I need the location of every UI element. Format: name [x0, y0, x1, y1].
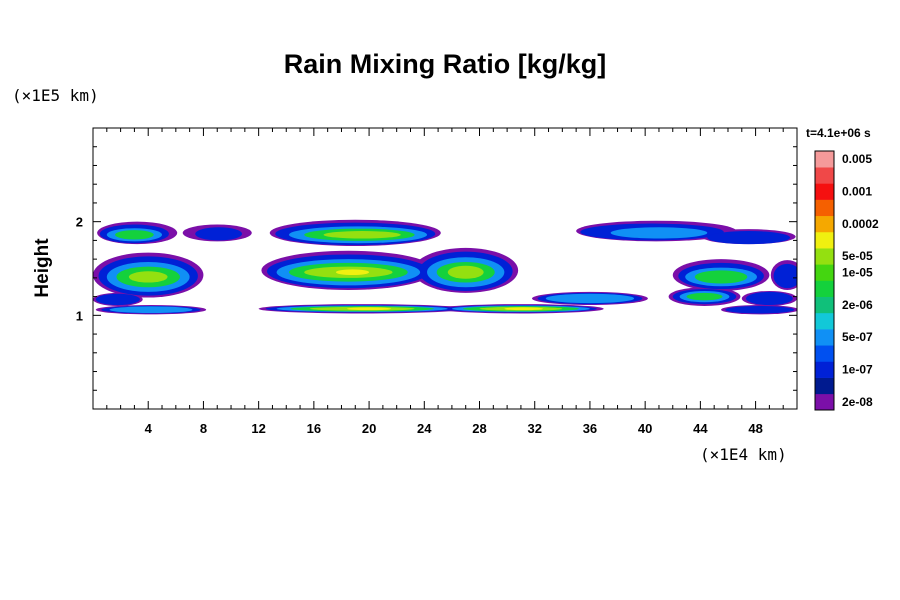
colorbar-segment — [815, 280, 834, 297]
field-contour-level-10 — [504, 307, 544, 311]
x-tick-label: 28 — [472, 421, 486, 436]
colorbar-label: 1e-07 — [842, 363, 873, 377]
y-unit-label: (×1E5 km) — [12, 86, 99, 105]
field-contour-level-4 — [109, 306, 193, 313]
colorbar-segment — [815, 329, 834, 346]
colorbar-segment — [815, 231, 834, 249]
colorbar-segment — [815, 393, 834, 411]
x-tick-label: 48 — [748, 421, 762, 436]
field-contour-level-9 — [323, 231, 401, 239]
colorbar-label: 0.001 — [842, 184, 872, 198]
colorbar-segment — [815, 183, 834, 200]
colorbar-segment — [815, 296, 834, 314]
field-contour-level-2 — [95, 293, 140, 306]
colorbar-label: 5e-05 — [842, 249, 873, 263]
colorbar-label: 0.0002 — [842, 217, 879, 231]
chart-title: Rain Mixing Ratio [kg/kg] — [284, 49, 607, 79]
colorbar-segment — [815, 248, 834, 265]
field-contour-level-9 — [447, 265, 484, 279]
field-contour-level-7 — [694, 270, 748, 284]
field-contour-level-2 — [725, 305, 795, 314]
time-label: t=4.1e+06 s — [806, 126, 871, 140]
field-contour-level-2 — [195, 227, 243, 241]
colorbar-segment — [815, 361, 834, 378]
x-tick-label: 20 — [362, 421, 376, 436]
y-tick-label: 2 — [76, 215, 83, 230]
x-tick-label: 8 — [200, 421, 207, 436]
field-contour-level-7 — [686, 292, 723, 301]
x-tick-label: 36 — [583, 421, 597, 436]
x-tick-label: 24 — [417, 421, 432, 436]
colorbar-label: 5e-07 — [842, 330, 873, 344]
colorbar: 2e-08 1e-07 5e-07 2e-06 1e-05 5e-05 0.0002 0.00… — [814, 150, 879, 411]
field-contour-level-2 — [745, 291, 793, 306]
rain-field — [93, 219, 797, 315]
y-axis-label: Height — [32, 238, 53, 298]
colorbar-label: 0.005 — [842, 152, 872, 166]
colorbar-frame — [814, 150, 835, 411]
field-contour-level-4 — [545, 293, 635, 304]
x-tick-label: 12 — [251, 421, 265, 436]
y-tick-label: 1 — [76, 308, 83, 323]
field-contour-level-4 — [610, 227, 708, 239]
x-tick-label: 16 — [307, 421, 321, 436]
colorbar-segment — [815, 312, 834, 330]
field-contour-level-10 — [346, 307, 392, 311]
x-tick-label: 44 — [693, 421, 708, 436]
colorbar-label: 2e-08 — [842, 395, 873, 409]
field-contour-level-10 — [335, 269, 370, 276]
x-tick-label: 4 — [145, 421, 153, 436]
colorbar-segment — [815, 264, 834, 281]
colorbar-segment — [815, 377, 834, 395]
x-unit-label: (×1E4 km) — [700, 445, 787, 464]
plot-frame — [92, 127, 798, 410]
colorbar-segment — [815, 151, 834, 168]
colorbar-segment — [815, 199, 834, 217]
colorbar-segment — [815, 215, 834, 233]
field-contour-level-7 — [115, 230, 154, 240]
colorbar-segment — [815, 345, 834, 362]
field-contour-level-2 — [773, 263, 797, 289]
x-tick-label: 40 — [638, 421, 652, 436]
x-tick-label: 32 — [527, 421, 541, 436]
colorbar-segment — [815, 167, 834, 184]
field-contour-level-2 — [707, 231, 791, 245]
field-contour-level-9 — [128, 271, 168, 283]
colorbar-label: 1e-05 — [842, 265, 873, 279]
colorbar-label: 2e-06 — [842, 298, 873, 312]
